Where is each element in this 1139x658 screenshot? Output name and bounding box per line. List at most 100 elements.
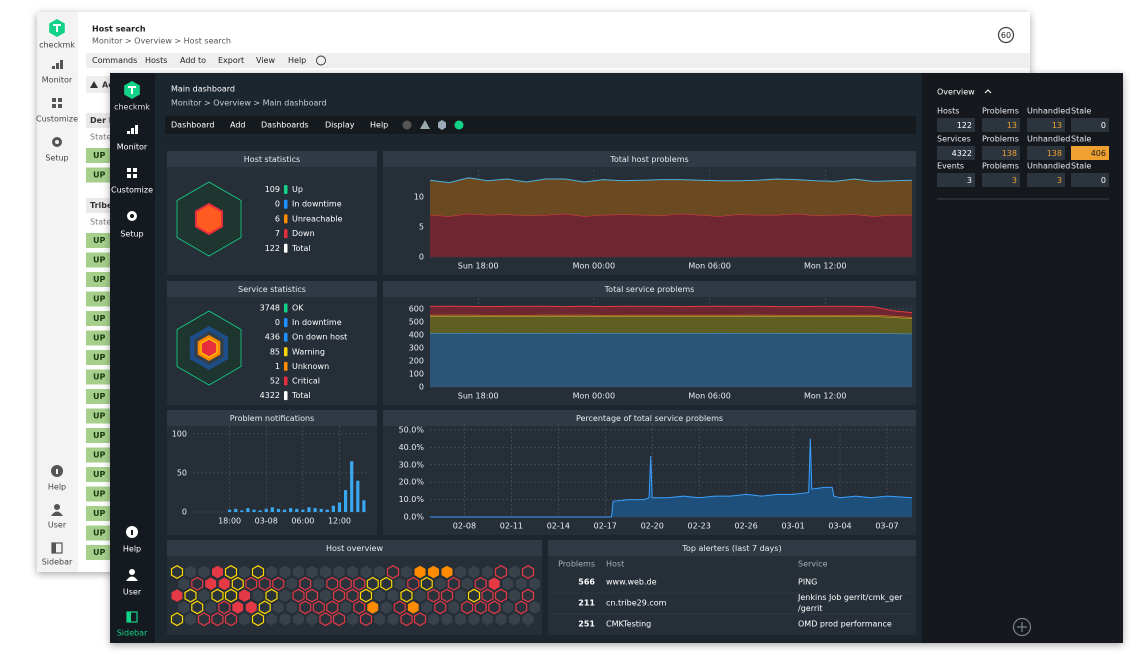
sidebar-label[interactable]: User	[123, 588, 142, 597]
host-hex[interactable]	[185, 612, 196, 626]
host-hex[interactable]	[441, 565, 453, 579]
host-hex[interactable]	[185, 565, 196, 579]
host-hex[interactable]	[481, 588, 494, 603]
overview-cell[interactable]	[937, 118, 975, 132]
host-hex[interactable]	[400, 612, 413, 627]
overview-value[interactable]: 13	[1007, 121, 1017, 130]
host-hex[interactable]	[448, 601, 460, 614]
host-hex[interactable]	[502, 601, 514, 614]
host-hex[interactable]	[468, 565, 480, 579]
host-hex[interactable]	[359, 612, 373, 627]
host-hex[interactable]	[178, 601, 190, 614]
host-hex[interactable]	[360, 565, 372, 579]
host-hex[interactable]	[447, 576, 460, 591]
sidebar-label[interactable]: Customize	[36, 115, 78, 124]
host-hex[interactable]	[515, 600, 528, 615]
host-hex[interactable]	[461, 600, 474, 615]
host-hex[interactable]	[251, 612, 265, 627]
host-hex[interactable]	[245, 576, 258, 591]
menu-item[interactable]: Help	[370, 121, 388, 130]
host[interactable]: CMKTesting	[606, 620, 651, 629]
stat-value[interactable]: 85	[270, 347, 280, 356]
service[interactable]: Jenkins Job gerrit/cmk_ger	[797, 593, 903, 602]
stat-value[interactable]: 7	[275, 229, 280, 238]
menu-item[interactable]: Commands	[92, 56, 137, 65]
host[interactable]: www.web.de	[606, 578, 657, 587]
host-hex[interactable]	[367, 601, 379, 614]
host-hex[interactable]	[258, 576, 271, 591]
host-hex[interactable]	[509, 589, 520, 602]
refresh-timer[interactable]	[997, 26, 1015, 44]
host-hex[interactable]	[339, 576, 352, 591]
host-hex[interactable]	[320, 589, 331, 602]
host-hex[interactable]	[292, 588, 305, 603]
host-hex[interactable]	[198, 589, 210, 602]
host-hex[interactable]	[346, 588, 359, 603]
host-hex[interactable]	[279, 565, 291, 579]
breadcrumb[interactable]: Monitor > Overview > Main dashboard	[171, 99, 327, 108]
host-hex[interactable]	[374, 565, 385, 579]
sidebar-label[interactable]: Help	[48, 483, 66, 492]
host-hex[interactable]	[218, 577, 230, 591]
host-hex[interactable]	[414, 589, 426, 602]
host-hex[interactable]	[495, 612, 507, 626]
menu-item[interactable]: Export	[218, 56, 244, 65]
menu-toggle[interactable]	[316, 55, 326, 66]
menu-item[interactable]: Add	[230, 121, 246, 130]
sidebar-label[interactable]: Setup	[120, 230, 143, 239]
host-hex[interactable]	[239, 612, 250, 626]
overview-value[interactable]: 3	[1012, 176, 1017, 185]
host-hex[interactable]	[293, 565, 304, 579]
stat-value[interactable]: 52	[270, 377, 280, 386]
host-hex[interactable]	[205, 577, 217, 591]
host-hex[interactable]	[515, 577, 527, 591]
stat-label[interactable]: Unknown	[292, 362, 329, 371]
overview-cell[interactable]	[937, 173, 975, 187]
sidebar-label[interactable]: Customize	[111, 186, 153, 195]
host-hex[interactable]	[421, 601, 433, 614]
menu-item[interactable]: Hosts	[145, 56, 167, 65]
sidebar-label[interactable]: Monitor	[117, 143, 148, 152]
host-hex[interactable]	[509, 565, 520, 579]
host-hex[interactable]	[178, 577, 190, 591]
host-hex[interactable]	[455, 565, 466, 579]
host-hex[interactable]	[488, 600, 501, 615]
host[interactable]: cn.tribe29.com	[606, 599, 667, 608]
menu-item[interactable]: Display	[325, 121, 355, 130]
host-hex[interactable]	[467, 588, 481, 603]
host-hex[interactable]	[407, 601, 419, 614]
overview-value[interactable]: 3	[967, 176, 972, 185]
host-hex[interactable]	[239, 565, 250, 579]
host-hex[interactable]	[265, 588, 278, 603]
host-hex[interactable]	[224, 565, 238, 579]
host-hex[interactable]	[474, 576, 487, 591]
host-hex[interactable]	[494, 565, 508, 579]
host-hex[interactable]	[252, 589, 264, 602]
overview-value[interactable]: 3	[1057, 176, 1062, 185]
host-hex[interactable]	[529, 601, 541, 614]
host-hex[interactable]	[197, 612, 211, 627]
host-hex[interactable]	[380, 601, 392, 614]
stat-label[interactable]: In downtime	[292, 318, 342, 327]
stat-label[interactable]: Unreachable	[292, 214, 343, 223]
menu-item[interactable]: Dashboard	[171, 121, 214, 130]
overview-cell[interactable]	[1071, 118, 1109, 132]
host-hex[interactable]	[211, 612, 224, 627]
overview-cell[interactable]	[982, 146, 1020, 160]
host-hex[interactable]	[205, 601, 217, 614]
host-hex[interactable]	[461, 577, 473, 591]
stat-label[interactable]: In downtime	[292, 200, 342, 209]
host-hex[interactable]	[171, 589, 183, 602]
host-hex[interactable]	[482, 612, 493, 626]
stat-value[interactable]: 0	[275, 200, 280, 209]
host-hex[interactable]	[468, 612, 480, 626]
host-hex[interactable]	[191, 576, 204, 591]
host-hex[interactable]	[521, 588, 535, 603]
menu-icon[interactable]	[438, 120, 446, 130]
host-hex[interactable]	[191, 600, 204, 615]
sidebar-label[interactable]: Help	[123, 545, 141, 554]
host-hex[interactable]	[258, 600, 271, 615]
collapse-icon[interactable]	[984, 89, 992, 94]
stat-label[interactable]: On down host	[292, 333, 347, 342]
stat-value[interactable]: 6	[275, 214, 280, 223]
